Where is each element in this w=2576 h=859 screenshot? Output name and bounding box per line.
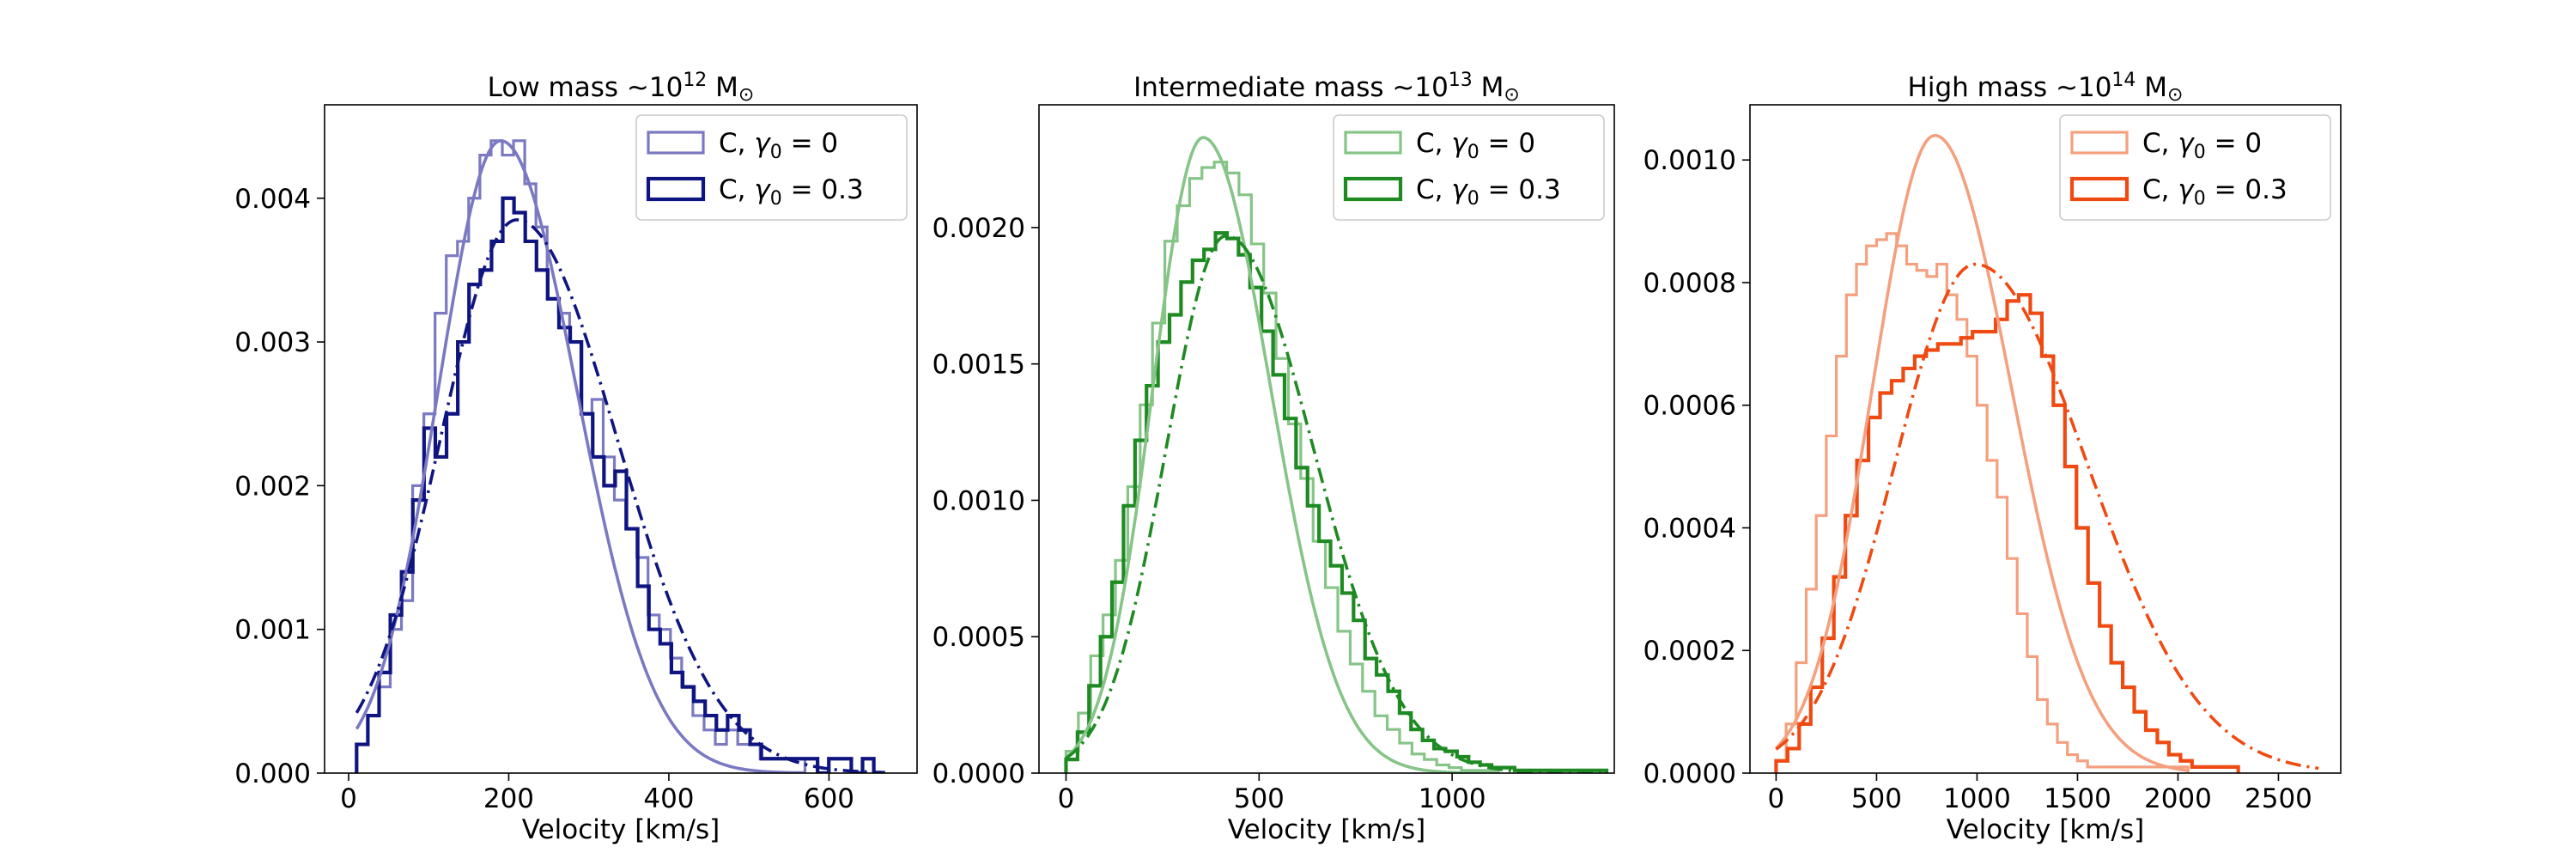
legend-label-2: C, γ0 = 0.3 — [1416, 174, 1561, 210]
y-tick-label: 0.0006 — [1643, 391, 1736, 422]
x-tick-label: 1000 — [1419, 783, 1486, 814]
y-tick-label: 0.0020 — [933, 213, 1025, 244]
histogram-series-2 — [355, 196, 885, 773]
y-tick-label: 0.004 — [234, 184, 311, 215]
legend-label-2: C, γ0 = 0.3 — [2142, 174, 2287, 210]
legend-swatch-1 — [2070, 131, 2129, 155]
legend-swatch-1 — [1344, 131, 1402, 155]
chart-title: Intermediate mass ∼1013 M⊙ — [1133, 70, 1520, 106]
x-tick-label: 500 — [1851, 783, 1902, 814]
fit-curve-series-1 — [355, 139, 805, 773]
x-tick-label: 0 — [1058, 783, 1075, 814]
y-tick-label: 0.0015 — [933, 350, 1025, 381]
x-tick-label: 0 — [340, 783, 357, 814]
x-tick-label: 2500 — [2245, 783, 2312, 814]
x-axis-label: Velocity [km/s] — [1228, 814, 1425, 845]
y-tick-label: 0.0004 — [1643, 513, 1736, 544]
y-tick-label: 0.0000 — [1643, 758, 1736, 789]
chart-panel-1: 0 200 400 600 0.000 0.001 0.002 0.003 0.004 Veloc… — [234, 70, 918, 845]
x-axis-label: Velocity [km/s] — [522, 814, 720, 845]
axes-frame — [1038, 104, 1615, 774]
y-tick-label: 0.002 — [234, 471, 311, 502]
y-tick-label: 0.003 — [234, 327, 311, 358]
legend: C, γ0 = 0 C, γ0 = 0.3 — [635, 114, 908, 221]
x-tick-label: 200 — [483, 783, 534, 814]
histogram-series-2 — [1064, 231, 1609, 773]
chart-title: High mass ∼1014 M⊙ — [1908, 70, 2184, 106]
axes-frame — [1749, 104, 2342, 774]
plot-area — [1064, 136, 1609, 773]
fit-curve-series-1 — [1065, 136, 1499, 773]
axes-frame — [324, 104, 918, 774]
y-tick-label: 0.0002 — [1643, 636, 1736, 667]
y-tick-label: 0.0010 — [1643, 145, 1736, 176]
y-tick-label: 0.0005 — [933, 622, 1025, 653]
y-tick-label: 0.001 — [234, 615, 311, 646]
fit-curve-series-1 — [1775, 133, 2189, 772]
histogram-series-1 — [1774, 232, 2190, 773]
y-tick-label: 0.0000 — [933, 758, 1025, 789]
legend-label-1: C, γ0 = 0 — [719, 128, 838, 163]
histogram-series-2 — [1774, 293, 2240, 773]
x-axis-label: Velocity [km/s] — [1947, 814, 2144, 845]
chart-panel-2: 0 500 1000 0.0000 0.0005 0.0010 0.0015 0.0020 Ve… — [933, 70, 1615, 845]
y-tick-label: 0.0008 — [1643, 268, 1736, 299]
legend-swatch-2 — [2069, 176, 2129, 202]
legend-swatch-2 — [1343, 176, 1403, 202]
legend-swatch-2 — [646, 176, 706, 202]
y-tick-label: 0.0010 — [933, 485, 1025, 516]
legend: C, γ0 = 0 C, γ0 = 0.3 — [2059, 114, 2331, 221]
chart-panel-3: 0 500 1000 1500 2000 2500 0.0000 0.0002 0.0004 0.… — [1643, 70, 2342, 845]
x-tick-label: 400 — [643, 783, 694, 814]
legend: C, γ0 = 0 C, γ0 = 0.3 — [1333, 114, 1605, 221]
plot-area — [1774, 133, 2319, 773]
fit-curve-series-2 — [355, 218, 885, 773]
x-tick-label: 600 — [804, 783, 854, 814]
legend-label-2: C, γ0 = 0.3 — [719, 174, 864, 210]
histogram-series-1 — [1064, 161, 1500, 773]
legend-label-1: C, γ0 = 0 — [1416, 128, 1535, 163]
legend-swatch-1 — [647, 131, 705, 155]
x-tick-label: 1000 — [1943, 783, 2011, 814]
x-tick-label: 2000 — [2144, 783, 2212, 814]
x-tick-label: 500 — [1234, 783, 1285, 814]
x-tick-label: 1500 — [2044, 783, 2111, 814]
y-tick-label: 0.000 — [234, 758, 311, 789]
x-tick-label: 0 — [1768, 783, 1785, 814]
fit-curve-series-2 — [1065, 234, 1607, 773]
legend-label-1: C, γ0 = 0 — [2142, 128, 2262, 163]
chart-title: Low mass ∼1012 M⊙ — [488, 70, 755, 106]
plot-area — [355, 139, 885, 773]
